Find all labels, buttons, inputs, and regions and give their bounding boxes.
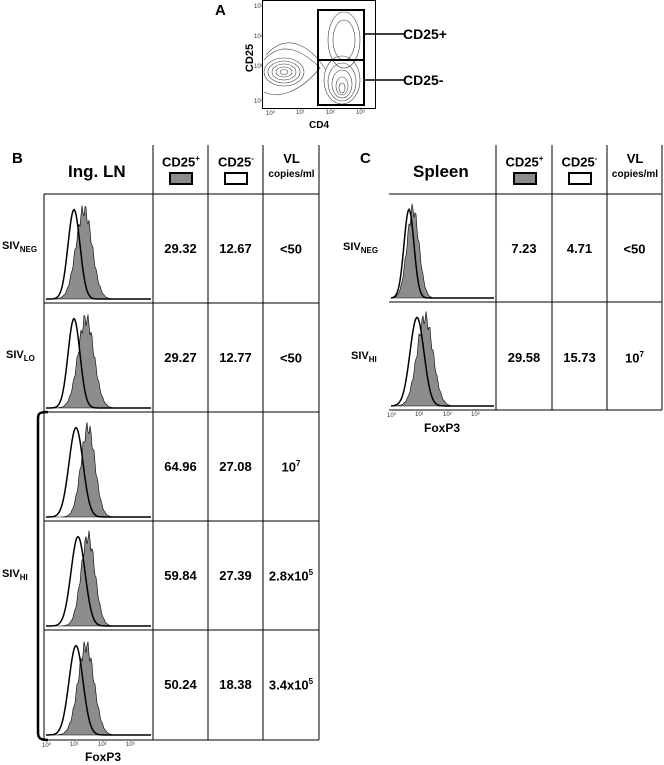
panel-c-title: Spleen xyxy=(413,162,469,181)
panel-b-r1-vl: <50 xyxy=(279,350,303,366)
panel-c-r0-vl: <50 xyxy=(623,241,646,257)
panel-a-gate-connectors xyxy=(378,33,404,81)
gate-label-cd25-high: CD25+ xyxy=(403,26,447,42)
tick: 10³ xyxy=(471,412,480,418)
panel-c-header-vl: VL copies/ml xyxy=(611,151,659,181)
panel-b-row-4-open-histogram xyxy=(46,644,151,736)
panel-c-row-0-open-histogram xyxy=(390,207,494,299)
tick: 10¹ xyxy=(254,64,263,70)
panel-a-yticks: 10³ 10² 10¹ 10⁰ xyxy=(254,0,264,110)
tick: 10⁰ xyxy=(42,743,52,749)
tick: 10⁰ xyxy=(387,413,397,419)
panel-c-r1-pos: 29.58 xyxy=(507,350,541,365)
panel-b-r0-pos: 29.32 xyxy=(164,241,197,256)
tick: 10² xyxy=(98,742,107,748)
panel-c-row-label-hi: SIVHI xyxy=(351,350,377,365)
panel-b-r2-vl: 107 xyxy=(281,459,301,475)
panel-a-xlabel: CD4 xyxy=(309,120,330,131)
panel-b-r2-neg: 27.08 xyxy=(219,459,252,474)
tick: 10³ xyxy=(356,110,365,116)
panel-c-r1-vl: 107 xyxy=(625,350,644,366)
panel-b-r1-pos: 29.27 xyxy=(164,350,197,365)
panel-b-letter: B xyxy=(12,150,23,167)
tick: 10³ xyxy=(126,742,135,748)
open-swatch xyxy=(224,172,248,186)
panel-b-r4-neg: 18.38 xyxy=(219,677,252,692)
panel-b-r0-vl: <50 xyxy=(279,241,303,257)
panel-c-header-cd25-neg: CD25- xyxy=(553,152,606,186)
panel-b-r0-neg: 12.67 xyxy=(219,241,252,256)
panel-a-contour-plot xyxy=(262,0,378,109)
panel-b-header-cd25-pos: CD25+ xyxy=(155,152,207,186)
panel-c-row-1-open-histogram xyxy=(390,316,494,407)
tick: 10² xyxy=(326,110,335,116)
panel-b-header-cd25-neg: CD25- xyxy=(210,152,262,186)
panel-c-r0-neg: 4.71 xyxy=(566,241,593,256)
filled-swatch xyxy=(512,172,537,186)
panel-b-r4-pos: 50.24 xyxy=(164,677,197,692)
panel-b-xlabel: FoxP3 xyxy=(85,750,122,764)
panel-b-row-label-lo: SIVLO xyxy=(6,349,35,364)
panel-b-row-2-open-histogram xyxy=(46,426,151,518)
panel-b-r1-neg: 12.77 xyxy=(219,350,252,365)
panel-c-r1-neg: 15.73 xyxy=(563,350,596,365)
panel-b-row-1-open-histogram xyxy=(46,317,151,409)
panel-a-letter: A xyxy=(215,2,226,19)
panel-c-r0-pos: 7.23 xyxy=(511,241,537,256)
gate-label-cd25-low: CD25- xyxy=(403,72,444,88)
panel-b-row-0-open-histogram xyxy=(46,208,151,300)
panel-b-title: Ing. LN xyxy=(68,162,126,181)
panel-c-xlabel: FoxP3 xyxy=(424,421,461,435)
panel-b-xticks: 10⁰ 10¹ 10² 10³ xyxy=(42,742,153,750)
tick: 10² xyxy=(443,412,452,418)
panel-c-letter: C xyxy=(360,150,371,167)
tick: 10¹ xyxy=(70,742,79,748)
filled-swatch xyxy=(169,172,193,186)
tick: 10⁰ xyxy=(266,111,276,117)
panel-c-xticks: 10⁰ 10¹ 10² 10³ xyxy=(387,412,496,420)
tick: 10¹ xyxy=(415,412,424,418)
tick: 10² xyxy=(254,34,263,40)
open-swatch xyxy=(567,172,592,186)
panel-b-histograms xyxy=(46,205,151,736)
panel-b-r4-vl: 3.4x105 xyxy=(268,677,314,693)
tick: 10⁰ xyxy=(254,99,264,105)
panel-b-r3-vl: 2.8x105 xyxy=(268,568,314,584)
panel-b-group-label-hi: SIVHI xyxy=(2,568,28,583)
panel-a-xticks: 10⁰ 10¹ 10² 10³ xyxy=(262,110,378,118)
panel-c-header-cd25-pos: CD25+ xyxy=(498,152,551,186)
panel-c-row-1-filled-histogram xyxy=(391,311,494,407)
panel-b-r3-pos: 59.84 xyxy=(164,568,197,583)
panel-b-r2-pos: 64.96 xyxy=(164,459,197,474)
tick: 10³ xyxy=(254,4,263,10)
panel-b-row-3-open-histogram xyxy=(46,535,151,627)
panel-c-row-label-neg: SIVNEG xyxy=(343,241,379,256)
tick: 10¹ xyxy=(296,110,305,116)
panel-b-row-label-neg: SIVNEG xyxy=(2,240,38,255)
panel-c-histograms xyxy=(390,203,494,407)
panel-b-header-vl: VL copies/ml xyxy=(268,151,315,181)
panel-b-r3-neg: 27.39 xyxy=(219,568,252,583)
